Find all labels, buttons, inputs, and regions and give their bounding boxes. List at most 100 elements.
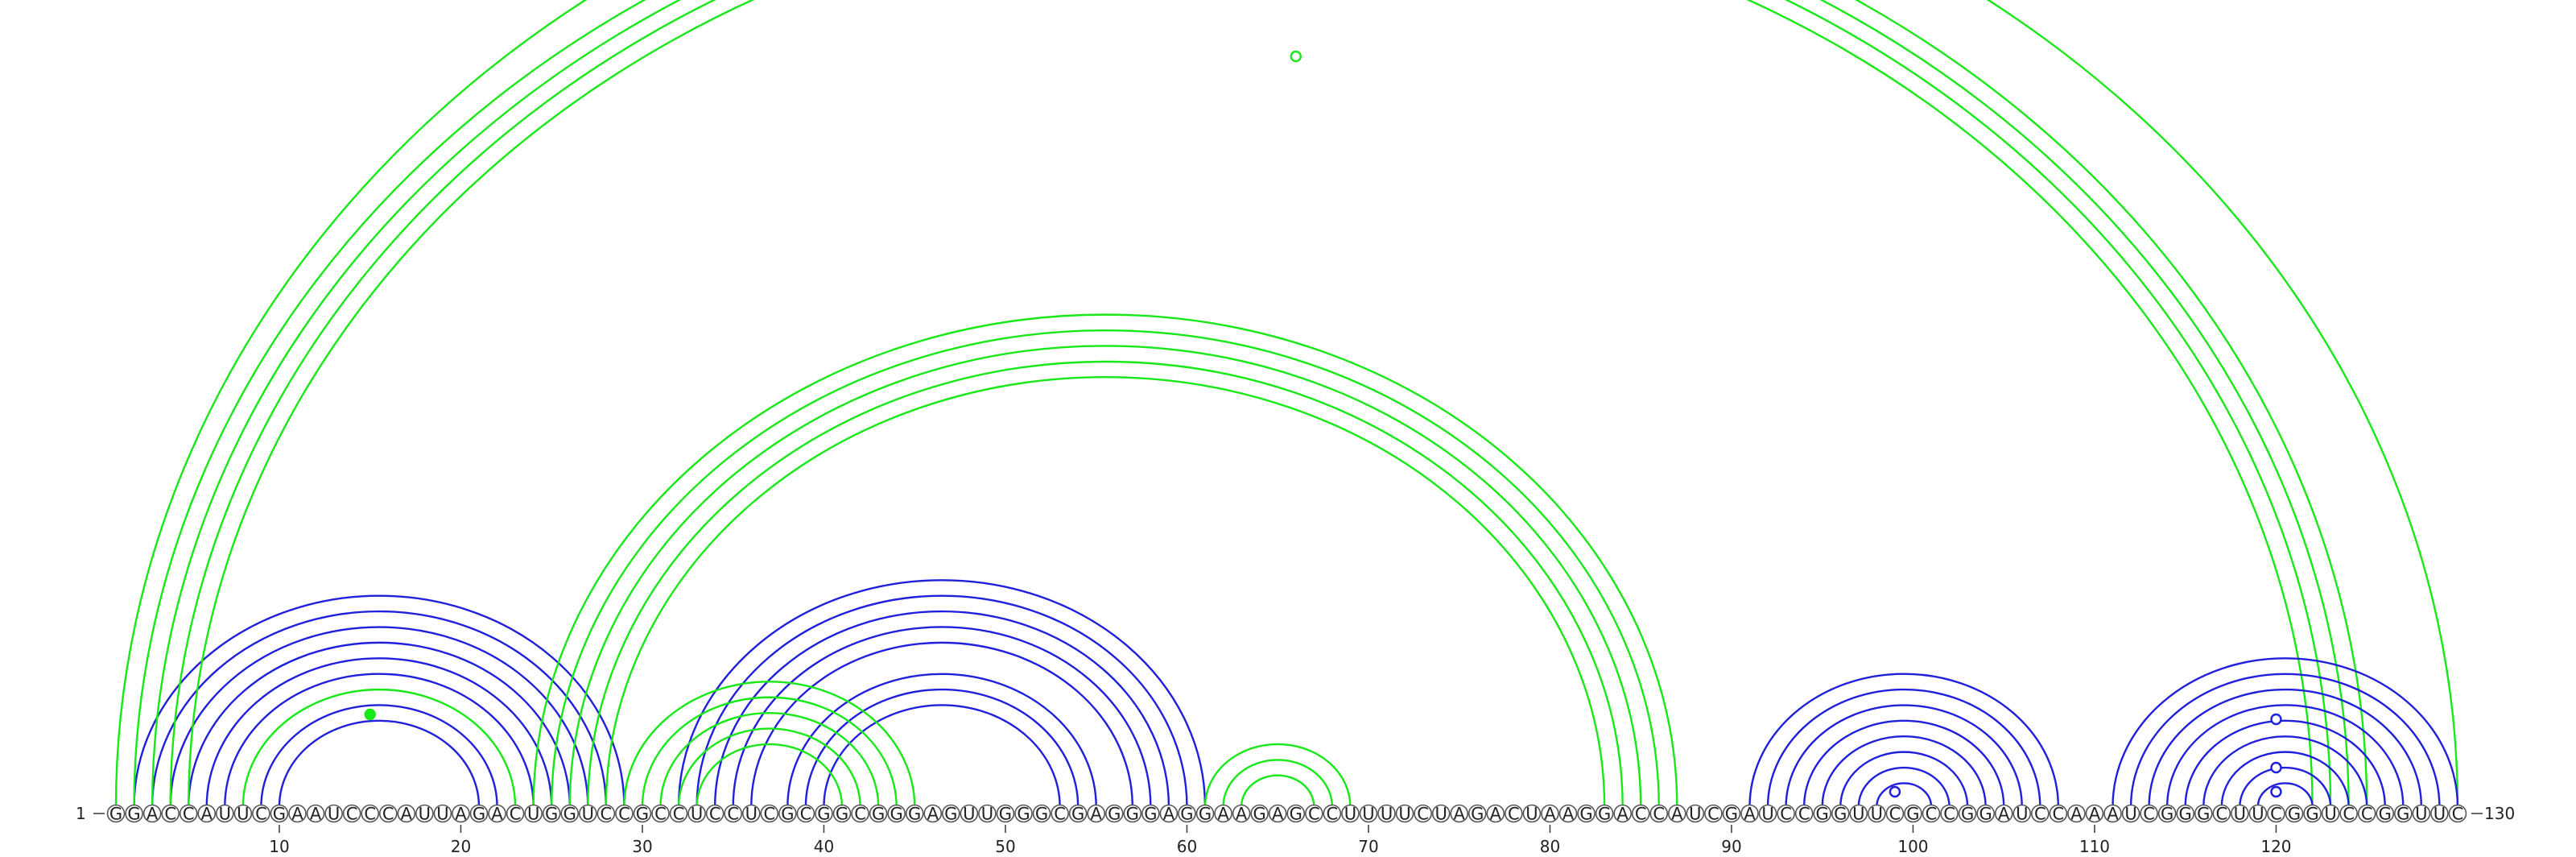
- nucleotide-letter-60: G: [1180, 805, 1193, 824]
- markers-layer: [364, 50, 2282, 798]
- nucleotide-85: [1631, 804, 1650, 823]
- nucleotide-40: [815, 804, 833, 823]
- base-pair-arc-62-68: [1222, 759, 1334, 807]
- nucleotide-letter-99: C: [1889, 805, 1901, 824]
- nucleotide-letter-23: C: [510, 805, 522, 824]
- nucleotide-letter-32: C: [673, 805, 685, 824]
- base-pair-arc-95-104: [1821, 735, 1987, 807]
- base-pair-arc-114-127: [2165, 704, 2405, 807]
- nucleotide-letter-56: G: [1108, 805, 1121, 824]
- nucleotide-80: [1541, 804, 1559, 823]
- base-pair-arc-27-84: [587, 360, 1624, 807]
- nucleotide-39: [796, 804, 815, 823]
- nucleotide-56: [1104, 804, 1124, 823]
- nucleotide-94: [1794, 804, 1814, 823]
- base-pair-arc-3-28: [151, 610, 608, 807]
- nucleotide-86: [1649, 804, 1669, 823]
- nucleotide-101: [1922, 804, 1941, 823]
- base-pair-arc-33-60: [696, 594, 1188, 807]
- nucleotide-letter-70: U: [1362, 805, 1374, 824]
- arc-marker-15-0: [364, 708, 376, 721]
- nucleotide-letter-8: U: [237, 805, 249, 824]
- base-pair-arc-9-22: [260, 704, 498, 807]
- arc-marker-120-3: [2270, 713, 2282, 726]
- nucleotide-102: [1940, 804, 1959, 823]
- nucleotide-14: [342, 804, 361, 823]
- nucleotide-letter-104: G: [1979, 805, 1992, 824]
- nucleotide-letter-10: G: [273, 805, 286, 824]
- axis-tick-label-50: 50: [995, 837, 1015, 856]
- axis-tick-label-40: 40: [814, 837, 834, 856]
- nucleotide-letter-5: C: [183, 805, 195, 824]
- nucleotide-letter-100: G: [1906, 805, 1919, 824]
- base-pair-arc-26-85: [568, 345, 1642, 807]
- nucleotide-letter-88: U: [1689, 805, 1701, 824]
- nucleotide-16: [378, 804, 398, 823]
- nucleotide-76: [1468, 804, 1487, 823]
- base-pair-arc-7-24: [224, 673, 535, 807]
- arc-marker-66-1: [1290, 50, 1302, 63]
- nucleotide-123: [2321, 804, 2340, 823]
- axis-tick-label-120: 120: [2260, 837, 2291, 856]
- nucleotide-letter-78: C: [1508, 805, 1520, 824]
- nucleotide-117: [2212, 804, 2231, 823]
- nucleotide-letter-28: C: [601, 805, 613, 824]
- base-pair-arc-36-57: [750, 641, 1133, 807]
- nucleotide-letter-2: G: [127, 805, 140, 824]
- nucleotide-26: [560, 804, 580, 823]
- nucleotide-112: [2121, 804, 2140, 823]
- nucleotide-letter-85: C: [1635, 805, 1647, 824]
- nucleotide-letter-42: C: [854, 805, 866, 824]
- nucleotide-89: [1704, 804, 1723, 823]
- base-pair-arc-118-123: [2239, 766, 2332, 807]
- nucleotide-letter-122: G: [2306, 805, 2318, 824]
- nucleotide-70: [1359, 804, 1378, 823]
- nucleotide-letter-4: C: [164, 805, 176, 824]
- nucleotide-110: [2085, 804, 2104, 823]
- nucleotide-letter-73: C: [1417, 805, 1429, 824]
- nucleotide-19: [433, 804, 452, 823]
- nucleotide-36: [741, 804, 761, 823]
- nucleotide-79: [1522, 804, 1542, 823]
- nucleotide-43: [869, 804, 888, 823]
- nucleotide-letter-24: U: [527, 805, 539, 824]
- nucleotide-105: [1994, 804, 2013, 823]
- nucleotide-letter-111: A: [2107, 805, 2119, 824]
- nucleotide-letter-109: A: [2070, 805, 2083, 824]
- nucleotide-34: [705, 804, 724, 823]
- nucleotide-letter-112: U: [2124, 805, 2136, 824]
- nucleotide-108: [2049, 804, 2068, 823]
- nucleotide-letter-92: U: [1761, 805, 1773, 824]
- base-pair-arc-29-45: [623, 681, 916, 807]
- nucleotide-letter-105: A: [1998, 805, 2010, 824]
- nucleotide-53: [1051, 804, 1069, 823]
- nucleotide-4: [161, 804, 180, 823]
- nucleotide-letter-59: A: [1163, 805, 1175, 824]
- base-pair-arc-115-126: [2184, 719, 2386, 807]
- nucleotide-letter-110: A: [2089, 805, 2101, 824]
- nucleotide-92: [1758, 804, 1777, 823]
- base-pair-arc-119-122: [2256, 782, 2314, 807]
- nucleotide-124: [2339, 804, 2358, 823]
- nucleotide-38: [778, 804, 797, 823]
- base-pair-arc-4-27: [169, 626, 589, 807]
- base-pair-arc-38-55: [786, 673, 1097, 807]
- base-pair-arc-111-130: [2112, 657, 2459, 807]
- nucleotide-letter-29: C: [618, 805, 630, 824]
- nucleotide-letter-117: C: [2215, 805, 2227, 824]
- nucleotide-letter-119: U: [2252, 805, 2264, 824]
- nucleotide-letter-68: C: [1327, 805, 1339, 824]
- nucleotide-84: [1613, 804, 1632, 823]
- nucleotide-122: [2303, 804, 2322, 823]
- axis-tick-label-80: 80: [1540, 837, 1560, 856]
- nucleotide-72: [1395, 804, 1414, 823]
- nucleotide-letter-37: C: [763, 805, 775, 824]
- nucleotide-42: [851, 804, 869, 823]
- nucleotide-letter-121: G: [2288, 805, 2301, 824]
- nucleotide-15: [361, 804, 380, 823]
- nucleotide-letter-114: G: [2161, 805, 2174, 824]
- nucleotide-letter-6: A: [201, 805, 213, 824]
- nucleotide-letter-98: U: [1871, 805, 1883, 824]
- nucleotide-37: [760, 804, 779, 823]
- nucleotide-letter-46: A: [927, 805, 939, 824]
